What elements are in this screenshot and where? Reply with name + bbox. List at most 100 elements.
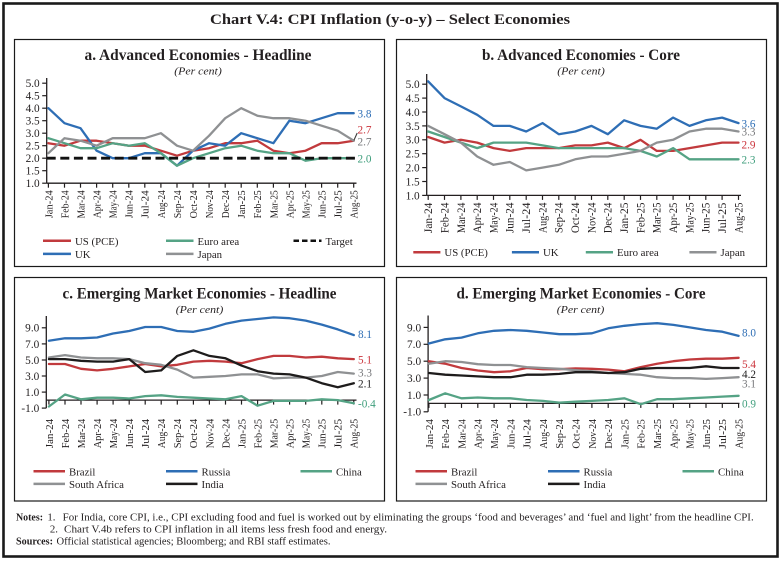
svg-text:3.6: 3.6 <box>742 118 756 130</box>
svg-text:(Per cent): (Per cent) <box>176 304 224 316</box>
svg-text:(Per cent): (Per cent) <box>557 65 605 77</box>
svg-text:Nov-24: Nov-24 <box>587 419 599 449</box>
svg-text:9.0: 9.0 <box>25 323 39 335</box>
svg-text:Jan-25: Jan-25 <box>619 419 631 449</box>
svg-text:Sep-24: Sep-24 <box>173 190 184 219</box>
svg-text:8.1: 8.1 <box>358 329 372 341</box>
svg-text:Feb-24: Feb-24 <box>60 418 72 448</box>
svg-text:1.0: 1.0 <box>25 387 39 399</box>
svg-text:Jun-25: Jun-25 <box>701 202 713 233</box>
svg-text:Jun-24: Jun-24 <box>505 419 517 449</box>
svg-text:Aug-25: Aug-25 <box>733 202 745 233</box>
svg-text:Apr-25: Apr-25 <box>285 190 296 218</box>
svg-text:Feb-24: Feb-24 <box>439 202 451 233</box>
svg-text:Oct-24: Oct-24 <box>188 418 200 448</box>
svg-text:3.3: 3.3 <box>358 368 372 380</box>
svg-text:UK: UK <box>75 249 91 261</box>
svg-text:Brazil: Brazil <box>451 466 477 478</box>
svg-text:2.5: 2.5 <box>406 149 420 161</box>
svg-text:Dec-24: Dec-24 <box>221 190 232 219</box>
svg-text:Aug-24: Aug-24 <box>157 190 168 219</box>
svg-text:2.0: 2.0 <box>358 153 372 165</box>
svg-text:May-25: May-25 <box>684 202 696 233</box>
svg-text:Jul-24: Jul-24 <box>521 202 533 233</box>
svg-text:Mar-24: Mar-24 <box>456 419 468 449</box>
svg-text:1.5: 1.5 <box>26 166 40 178</box>
svg-text:Jan-24: Jan-24 <box>44 418 56 448</box>
svg-text:1.0: 1.0 <box>406 190 420 202</box>
svg-text:4.2: 4.2 <box>742 369 756 381</box>
svg-text:Jun-25: Jun-25 <box>317 418 329 448</box>
svg-text:Jan-24: Jan-24 <box>423 202 435 233</box>
svg-text:7.0: 7.0 <box>407 339 421 351</box>
svg-text:0.9: 0.9 <box>742 399 756 411</box>
svg-text:Feb-25: Feb-25 <box>636 419 648 449</box>
svg-text:d. Emerging Market Economies -: d. Emerging Market Economies - Core <box>457 285 706 302</box>
svg-text:Mar-25: Mar-25 <box>652 202 664 233</box>
svg-text:Nov-24: Nov-24 <box>204 418 216 448</box>
svg-text:Aug-25: Aug-25 <box>349 418 361 448</box>
svg-text:3.0: 3.0 <box>407 373 421 385</box>
svg-text:2.0: 2.0 <box>406 163 420 175</box>
svg-text:4.5: 4.5 <box>26 91 40 103</box>
svg-text:May-24: May-24 <box>109 190 120 219</box>
svg-text:Apr-25: Apr-25 <box>668 419 680 449</box>
svg-text:5.0: 5.0 <box>25 355 39 367</box>
svg-text:Oct-24: Oct-24 <box>570 202 582 233</box>
svg-text:Mar-24: Mar-24 <box>76 190 87 219</box>
svg-text:9.0: 9.0 <box>407 322 421 334</box>
svg-text:Jul-25: Jul-25 <box>717 419 729 449</box>
svg-text:Dec-24: Dec-24 <box>603 419 615 449</box>
svg-text:May-25: May-25 <box>301 418 313 448</box>
svg-text:Jan-25: Jan-25 <box>619 202 631 233</box>
svg-text:2.3: 2.3 <box>742 155 756 167</box>
svg-text:Euro area: Euro area <box>198 236 240 248</box>
svg-text:South Africa: South Africa <box>451 479 506 491</box>
svg-text:Feb-25: Feb-25 <box>252 418 264 448</box>
svg-text:Aug-25: Aug-25 <box>350 190 361 218</box>
svg-text:Jun-25: Jun-25 <box>317 190 328 218</box>
svg-text:4.5: 4.5 <box>406 93 420 105</box>
svg-text:2.0: 2.0 <box>26 153 40 165</box>
svg-text:-1.0: -1.0 <box>403 407 421 419</box>
svg-text:US (PCE): US (PCE) <box>444 247 488 259</box>
svg-text:2.7: 2.7 <box>358 125 372 137</box>
svg-text:3.0: 3.0 <box>26 128 40 140</box>
svg-text:Dec-24: Dec-24 <box>220 418 232 448</box>
svg-text:Jul-24: Jul-24 <box>141 190 152 219</box>
svg-text:Oct-24: Oct-24 <box>189 190 200 219</box>
svg-text:Aug-25: Aug-25 <box>734 419 746 449</box>
svg-text:1.: 1. <box>47 511 55 523</box>
svg-text:Brazil: Brazil <box>69 466 95 478</box>
svg-text:Apr-24: Apr-24 <box>472 202 484 233</box>
svg-text:Jan-25: Jan-25 <box>237 190 248 218</box>
svg-text:For India, core CPI, i.e., CPI: For India, core CPI, i.e., CPI excluding… <box>63 511 754 523</box>
svg-text:3.8: 3.8 <box>358 108 372 120</box>
svg-text:Jul-24: Jul-24 <box>522 419 534 449</box>
svg-text:-1.0: -1.0 <box>21 403 39 415</box>
svg-text:Russia: Russia <box>202 466 231 478</box>
svg-text:Jun-25: Jun-25 <box>701 419 713 449</box>
svg-text:3.5: 3.5 <box>406 121 420 133</box>
svg-text:China: China <box>718 466 744 478</box>
svg-text:Jul-25: Jul-25 <box>333 418 345 448</box>
svg-text:Chart V.4: CPI Inflation (y-o-: Chart V.4: CPI Inflation (y-o-y) – Selec… <box>210 12 570 28</box>
svg-text:2.9: 2.9 <box>742 139 756 151</box>
svg-text:c. Emerging Market Economies -: c. Emerging Market Economies - Headline <box>63 285 337 302</box>
svg-text:3.0: 3.0 <box>25 371 39 383</box>
svg-text:Nov-24: Nov-24 <box>205 190 216 219</box>
svg-text:Euro area: Euro area <box>617 247 659 259</box>
svg-text:Jul-25: Jul-25 <box>717 202 729 233</box>
svg-text:Apr-24: Apr-24 <box>473 419 485 449</box>
svg-text:Mar-24: Mar-24 <box>456 202 468 233</box>
svg-text:Apr-25: Apr-25 <box>285 418 297 448</box>
svg-text:2.5: 2.5 <box>26 141 40 153</box>
svg-text:Aug-24: Aug-24 <box>538 419 550 449</box>
svg-text:b. Advanced Economies - Core: b. Advanced Economies - Core <box>482 47 680 64</box>
svg-text:Sep-24: Sep-24 <box>554 419 566 449</box>
svg-text:Jun-24: Jun-24 <box>505 202 517 233</box>
svg-text:US (PCE): US (PCE) <box>75 236 119 248</box>
svg-text:5.0: 5.0 <box>407 356 421 368</box>
svg-text:2.: 2. <box>50 524 58 536</box>
svg-text:Japan: Japan <box>198 249 223 261</box>
